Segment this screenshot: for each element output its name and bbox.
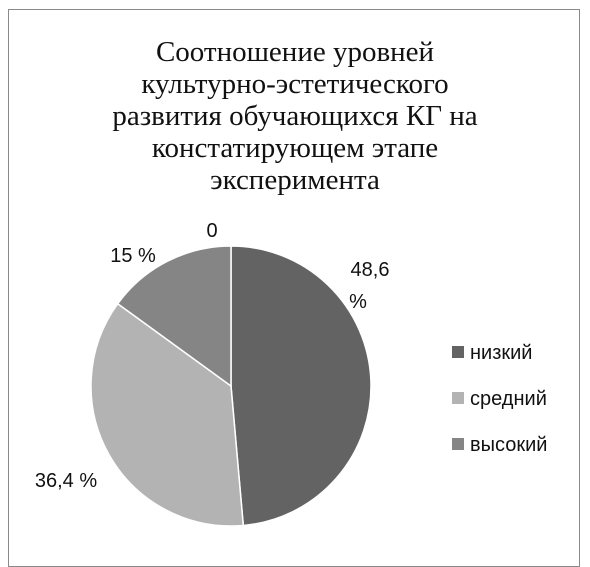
pie-slice-1 [230,245,372,527]
data-label-1: 48,6 [351,259,390,281]
chart-title: Соотношение уровней культурно-эстетическ… [20,36,570,196]
data-label-1-line-2: % [349,291,367,313]
chart-title-line-4: констатирующем этапе [151,132,439,164]
data-label-3: 15 % [110,245,156,267]
legend: низкий средний высокий [452,342,547,456]
pie-slice-3 [116,245,232,388]
legend-label-3: высокий [470,434,547,456]
chart-title-line-1: Соотношение уровней [155,36,435,68]
data-labels: 48,6% 36,4 % 15 % 0 [35,220,390,492]
legend-swatch-1 [452,346,464,358]
pie-slices [90,245,372,527]
legend-label-2: средний [470,388,547,410]
chart-title-line-3: развития обучающихся КГ на [112,100,478,132]
pie-slice-2 [90,302,245,527]
legend-swatch-3 [452,438,464,450]
chart-title-line-5: эксперимента [210,164,380,196]
legend-label-1: низкий [470,342,532,364]
chart-title-line-2: культурно-эстетического [141,68,449,100]
data-label-4: 0 [206,220,217,242]
data-label-2: 36,4 % [35,470,97,492]
legend-swatch-2 [452,392,464,404]
